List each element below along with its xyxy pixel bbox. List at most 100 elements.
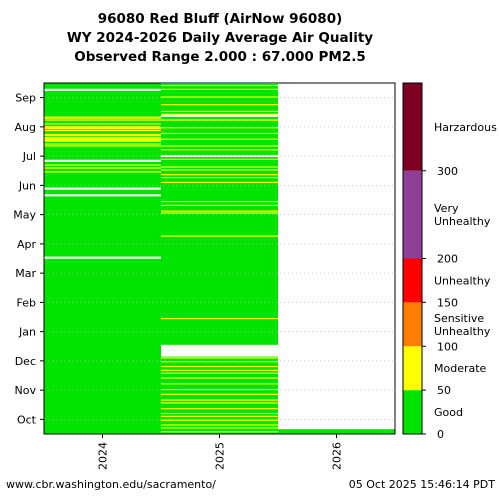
y-tick-label-nov: Nov <box>15 384 37 397</box>
legend-swatch-moderate <box>403 346 422 391</box>
missing-day-2025-90 <box>161 346 278 348</box>
moderate-day-2025-319 <box>161 127 278 129</box>
missing-day-2025-332 <box>161 114 278 116</box>
moderate-day-2025-21 <box>161 412 278 415</box>
moderate-day-2025-286 <box>161 158 278 160</box>
legend-label-harzardous: Harzardous <box>434 121 497 134</box>
legend-swatch-sensitive-unhealthy <box>403 302 422 347</box>
moderate-day-2024-280 <box>44 164 161 166</box>
y-tick-label-may: May <box>13 209 36 222</box>
y-tick-label-jan: Jan <box>18 326 36 339</box>
moderate-day-2025-363 <box>161 84 278 87</box>
chart-title-line-3: Observed Range 2.000 : 67.000 PM2.5 <box>74 49 366 65</box>
missing-day-2025-85 <box>161 351 278 353</box>
moderate-day-2024-318 <box>44 128 161 130</box>
moderate-day-2025-275 <box>161 169 278 171</box>
missing-day-2025-290 <box>161 154 278 157</box>
missing-day-2025-87 <box>161 349 278 351</box>
moderate-day-2025-300 <box>161 145 278 147</box>
footer-url[interactable]: www.cbr.washington.edu/sacramento/ <box>6 478 216 491</box>
moderate-day-2024-300 <box>44 145 161 147</box>
legend-tick-label-200: 200 <box>437 253 458 266</box>
moderate-day-2024-273 <box>44 171 161 173</box>
y-tick-label-dec: Dec <box>15 355 36 368</box>
moderate-day-2025-327 <box>161 119 278 121</box>
missing-day-2025-83 <box>161 353 278 355</box>
legend-tick-label-100: 100 <box>437 340 458 353</box>
x-tick-label-2026: 2026 <box>331 442 344 470</box>
moderate-day-2025-270 <box>161 174 278 176</box>
moderate-day-2024-316 <box>44 129 161 132</box>
moderate-day-2024-306 <box>44 139 161 141</box>
moderate-day-2025-46 <box>161 388 278 391</box>
missing-day-2025-92 <box>161 344 278 347</box>
moderate-day-2025-238 <box>161 204 278 206</box>
y-tick-label-aug: Aug <box>15 121 36 134</box>
moderate-day-2025-63 <box>161 372 278 374</box>
legend-tick-label-150: 150 <box>437 296 458 309</box>
moderate-day-2025-242 <box>161 200 278 203</box>
missing-day-2025-89 <box>161 347 278 349</box>
moderate-day-2025-296 <box>161 149 278 151</box>
legend-label-moderate: Moderate <box>434 362 487 375</box>
missing-day-2025-82 <box>161 354 278 356</box>
missing-day-2025-91 <box>161 345 278 347</box>
legend-swatch-good <box>403 390 422 434</box>
y-tick-label-sep: Sep <box>15 92 36 105</box>
moderate-day-2025-267 <box>161 176 278 179</box>
moderate-day-2024-330 <box>44 116 161 118</box>
moderate-day-2025-206 <box>161 235 278 237</box>
moderate-day-2025-66 <box>161 369 278 371</box>
moderate-day-2025-52 <box>161 383 278 385</box>
moderate-day-2024-311 <box>44 134 161 136</box>
moderate-day-2025-79 <box>161 357 278 359</box>
missing-day-2025-81 <box>161 355 278 357</box>
moderate-day-2025-2 <box>161 431 278 433</box>
legend-label-sensitive-unhealthy: Sensitive Unhealthy <box>434 312 491 338</box>
missing-day-2025-289 <box>161 155 278 158</box>
moderate-day-2025-232 <box>161 210 278 212</box>
moderate-day-2025-9 <box>161 424 278 426</box>
missing-day-2024-248 <box>44 195 161 197</box>
missing-day-2024-256 <box>44 187 161 189</box>
missing-day-2024-359 <box>44 88 161 90</box>
moderate-day-2025-262 <box>161 181 278 183</box>
missing-day-2025-88 <box>161 348 278 350</box>
moderate-day-2025-278 <box>161 166 278 168</box>
moderate-day-2024-319 <box>44 127 161 129</box>
moderate-day-2025-58 <box>161 377 278 379</box>
moderate-day-2025-32 <box>161 402 278 404</box>
moderate-day-2025-120 <box>161 317 278 320</box>
moderate-day-2025-6 <box>161 427 278 429</box>
legend-label-good: Good <box>434 406 463 419</box>
missing-day-2025-84 <box>161 352 278 354</box>
legend-tick-label-300: 300 <box>437 165 458 178</box>
missing-day-2024-184 <box>44 256 161 258</box>
x-tick-label-2024: 2024 <box>97 442 110 470</box>
moderate-day-2024-329 <box>44 117 161 119</box>
moderate-day-2025-35 <box>161 399 278 401</box>
moderate-day-2025-18 <box>161 415 278 417</box>
moderate-day-2025-333 <box>161 113 278 115</box>
column-2026-good-fill <box>278 429 395 434</box>
moderate-day-2025-313 <box>161 132 278 135</box>
moderate-day-2025-70 <box>161 365 278 368</box>
legend-swatch-very-unhealthy <box>403 170 422 259</box>
moderate-day-2025-75 <box>161 361 278 363</box>
legend-swatch-harzardous <box>403 83 422 171</box>
missing-day-2024-358 <box>44 89 161 91</box>
moderate-day-2025-307 <box>161 138 278 140</box>
moderate-day-2024-327 <box>44 119 161 121</box>
moderate-day-2024-302 <box>44 143 161 145</box>
missing-day-2024-284 <box>44 160 161 162</box>
missing-day-2024-183 <box>44 257 161 259</box>
missing-day-2025-331 <box>161 115 278 117</box>
y-tick-label-jun: Jun <box>18 179 36 192</box>
legend-tick-label-50: 50 <box>437 384 451 397</box>
missing-day-2025-86 <box>161 350 278 352</box>
missing-day-2024-285 <box>44 159 161 161</box>
y-tick-label-feb: Feb <box>17 296 36 309</box>
moderate-day-2025-343 <box>161 104 278 106</box>
y-tick-label-apr: Apr <box>17 238 37 251</box>
moderate-day-2025-26 <box>161 408 278 410</box>
